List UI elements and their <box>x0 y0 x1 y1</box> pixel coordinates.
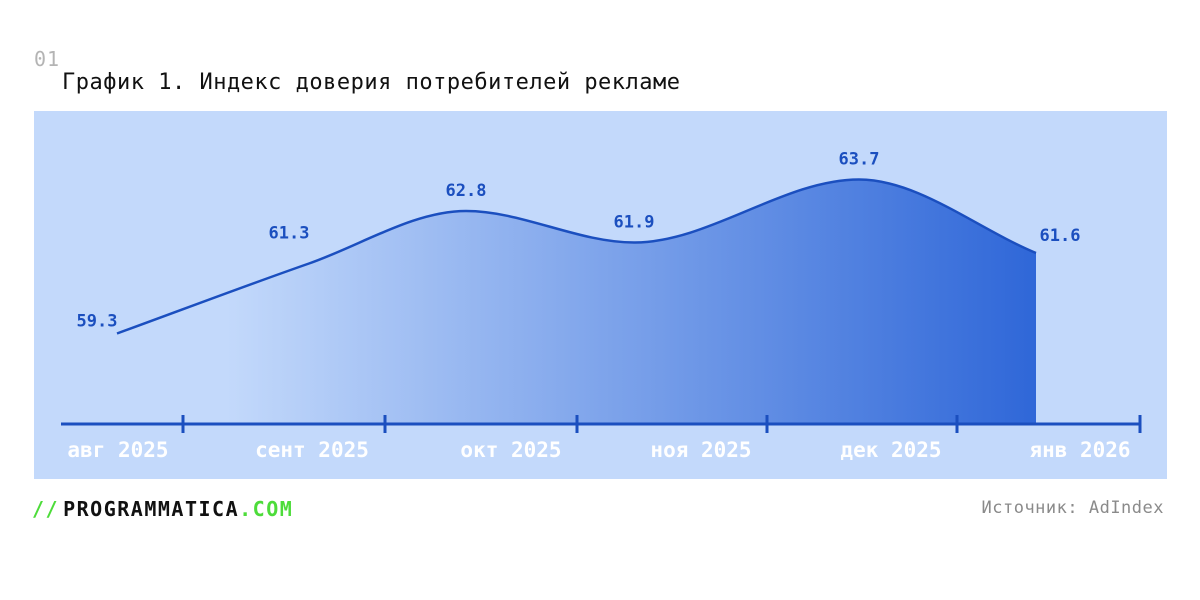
area-chart: 59.3 61.3 62.8 61.9 63.7 61.6 авг 2025 сент 202… <box>61 150 1142 462</box>
programmatica-logo: //PROGRAMMATICA.COM <box>32 497 293 521</box>
logo-slashes: // <box>32 497 60 521</box>
x-tick-label-5: дек 2025 <box>840 438 941 462</box>
data-label-1: 59.3 <box>77 312 118 332</box>
series-line <box>116 178 1037 335</box>
area-fill <box>117 179 1036 424</box>
x-tick-label-3: окт 2025 <box>460 438 561 462</box>
chart-title: График 1. Индекс доверия потребителей ре… <box>62 70 681 95</box>
data-label-6: 61.6 <box>1040 226 1081 246</box>
data-label-2: 61.3 <box>269 224 310 244</box>
data-label-4: 61.9 <box>614 213 655 233</box>
x-tick-label-2: сент 2025 <box>255 438 369 462</box>
x-tick-label-6: янв 2026 <box>1029 438 1130 462</box>
data-label-5: 63.7 <box>839 150 880 170</box>
chart-number: 01 <box>34 47 61 71</box>
x-tick-label-1: авг 2025 <box>67 438 168 462</box>
logo-name: PROGRAMMATICA <box>63 497 240 521</box>
chart-panel: 59.3 61.3 62.8 61.9 63.7 61.6 авг 2025 сент 202… <box>34 111 1167 479</box>
x-tick-label-4: ноя 2025 <box>650 438 751 462</box>
logo-tld: .COM <box>239 497 294 521</box>
source-note: Источник: AdIndex <box>981 498 1164 518</box>
data-label-3: 62.8 <box>446 181 487 201</box>
